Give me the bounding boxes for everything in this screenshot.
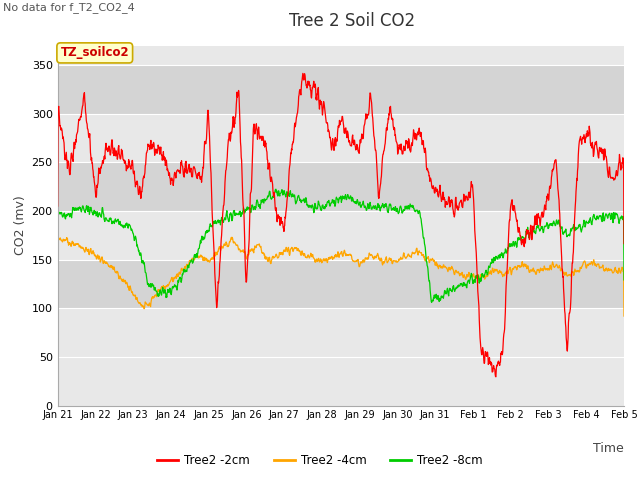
Bar (58, 260, 624, 308)
Text: No data for f_T2_CO2_4: No data for f_T2_CO2_4 (3, 2, 135, 13)
Y-axis label: CO2 (mv): CO2 (mv) (15, 196, 28, 255)
Text: Time: Time (593, 442, 624, 455)
Bar (58, 65, 624, 114)
Text: Tree 2 Soil CO2: Tree 2 Soil CO2 (289, 12, 415, 30)
Bar (58, 162, 624, 211)
Text: TZ_soilco2: TZ_soilco2 (60, 47, 129, 60)
Legend: Tree2 -2cm, Tree2 -4cm, Tree2 -8cm: Tree2 -2cm, Tree2 -4cm, Tree2 -8cm (152, 449, 488, 472)
